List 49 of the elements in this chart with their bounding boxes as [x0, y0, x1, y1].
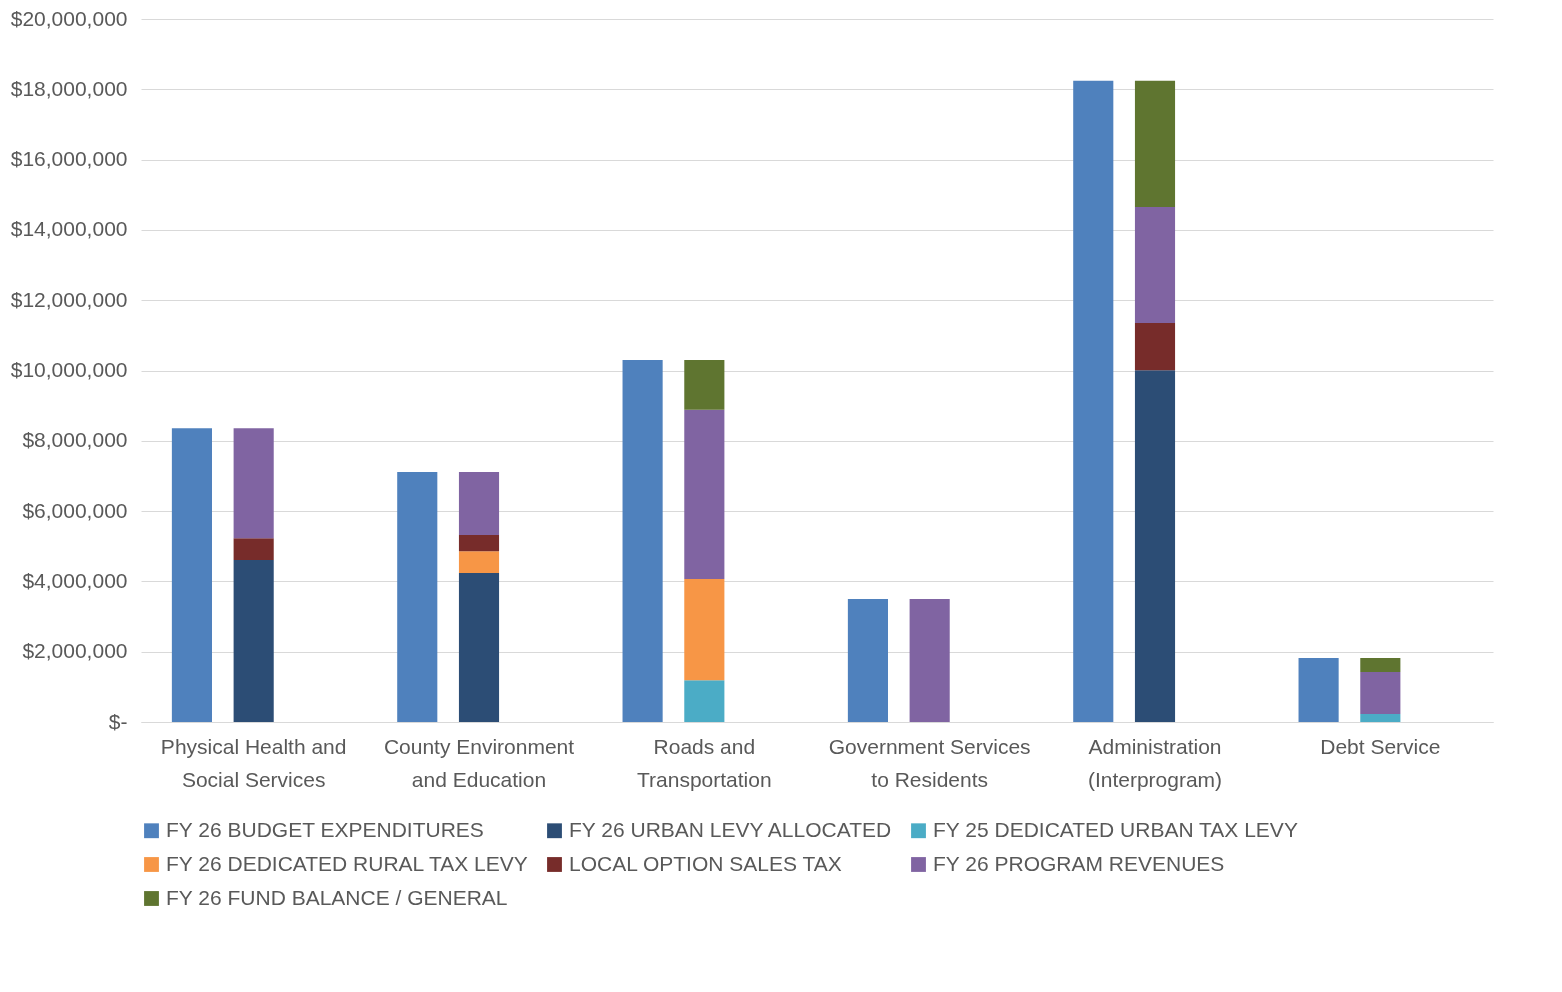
legend-label: FY 26 PROGRAM REVENUES	[933, 851, 1225, 875]
bar	[1134, 370, 1176, 722]
legend-label: FY 26 URBAN LEVY ALLOCATED	[569, 817, 892, 841]
bar	[1134, 80, 1176, 208]
y-tick-label: $-	[108, 709, 128, 733]
bar	[684, 578, 725, 681]
bar	[847, 598, 888, 722]
legend-label: FY 26 FUND BALANCE / GENERAL	[166, 885, 508, 909]
x-tick-label: Physical Health and Social Services	[160, 734, 347, 791]
bar	[1360, 713, 1401, 722]
legend-label: FY 26 DEDICATED RURAL TAX LEVY	[166, 851, 528, 875]
y-tick-label: $16,000,000	[10, 147, 128, 171]
bar	[1134, 207, 1176, 324]
bar	[233, 538, 274, 560]
bar	[684, 680, 725, 722]
y-tick-label: $4,000,000	[22, 568, 128, 592]
x-tick-label: Administration (Interprogram)	[1087, 734, 1223, 791]
bar	[171, 428, 212, 722]
x-tick-label: County Environment and Education	[383, 734, 575, 791]
bar	[458, 551, 500, 573]
bar	[1298, 658, 1339, 722]
bar	[397, 472, 438, 722]
y-tick-label: $2,000,000	[22, 639, 128, 663]
legend-label: FY 25 DEDICATED URBAN TAX LEVY	[933, 817, 1298, 841]
y-tick-label: $8,000,000	[22, 428, 128, 452]
bar	[622, 359, 663, 722]
legend-label: FY 26 BUDGET EXPENDITURES	[166, 817, 484, 841]
y-tick-label: $14,000,000	[10, 217, 128, 241]
legend-label: LOCAL OPTION SALES TAX	[569, 851, 842, 875]
x-tick-label: Roads and Transportation	[637, 734, 772, 791]
y-tick-label: $18,000,000	[10, 76, 128, 100]
bar	[1360, 658, 1401, 673]
bar	[909, 598, 950, 722]
y-tick-label: $6,000,000	[22, 498, 128, 522]
bar	[684, 359, 725, 410]
y-tick-label: $20,000,000	[10, 6, 128, 30]
x-tick-label: Debt Service	[1320, 734, 1441, 758]
bar	[1134, 323, 1176, 371]
bar	[233, 428, 274, 539]
y-tick-label: $12,000,000	[10, 287, 128, 311]
bar	[233, 559, 274, 722]
x-tick-label: Government Services to Residents	[828, 734, 1031, 791]
bar	[1073, 80, 1114, 722]
bar	[458, 535, 500, 552]
bar	[458, 572, 500, 722]
y-tick-label: $10,000,000	[10, 358, 128, 381]
bar	[458, 472, 500, 535]
bar	[1360, 672, 1401, 714]
bar	[684, 409, 725, 579]
